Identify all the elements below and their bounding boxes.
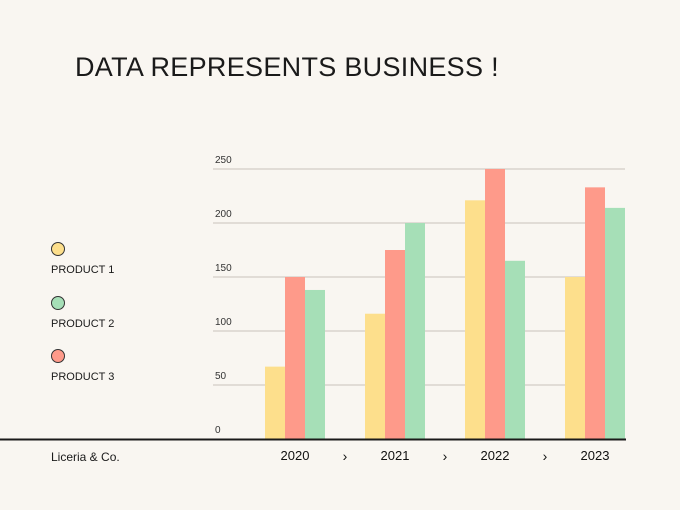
x-tick-label-2023: 2023 (581, 448, 610, 463)
bar-2022-product-3 (485, 169, 505, 439)
bar-2021-product-1 (365, 313, 385, 439)
bar-2020-product-2 (305, 289, 325, 439)
bar-2021-product-2 (405, 223, 425, 439)
bar-2020-product-3 (285, 277, 305, 439)
y-tick-label-0: 0 (215, 425, 221, 436)
y-tick-label-50: 50 (215, 371, 227, 382)
legend-label-product-3: PRODUCT 3 (51, 371, 115, 383)
y-tick-label-100: 100 (215, 317, 232, 328)
bar-2021-product-3 (385, 250, 405, 439)
legend-swatch-product-3 (51, 349, 65, 363)
bar-2020-product-1 (265, 366, 285, 439)
bar-2023-product-1 (565, 277, 585, 439)
chevron-right-icon: › (343, 448, 348, 464)
legend-label-product-1: PRODUCT 1 (51, 264, 115, 276)
bar-2022-product-2 (505, 260, 525, 439)
legend-swatch-product-2 (51, 296, 65, 310)
legend-label-product-2: PRODUCT 2 (51, 318, 115, 330)
y-tick-label-250: 250 (215, 155, 232, 166)
x-tick-label-2021: 2021 (381, 448, 410, 463)
bar-2023-product-2 (605, 207, 625, 439)
x-tick-label-2020: 2020 (281, 448, 310, 463)
legend-swatch-product-1 (51, 242, 65, 256)
bar-2023-product-3 (585, 187, 605, 439)
y-tick-label-150: 150 (215, 263, 232, 274)
brand-name: Liceria & Co. (51, 450, 120, 464)
page-title: DATA REPRESENTS BUSINESS ! (75, 52, 499, 82)
bar-2022-product-1 (465, 200, 485, 439)
chevron-right-icon: › (543, 448, 548, 464)
x-tick-label-2022: 2022 (481, 448, 510, 463)
y-tick-label-200: 200 (215, 209, 232, 220)
chevron-right-icon: › (443, 448, 448, 464)
